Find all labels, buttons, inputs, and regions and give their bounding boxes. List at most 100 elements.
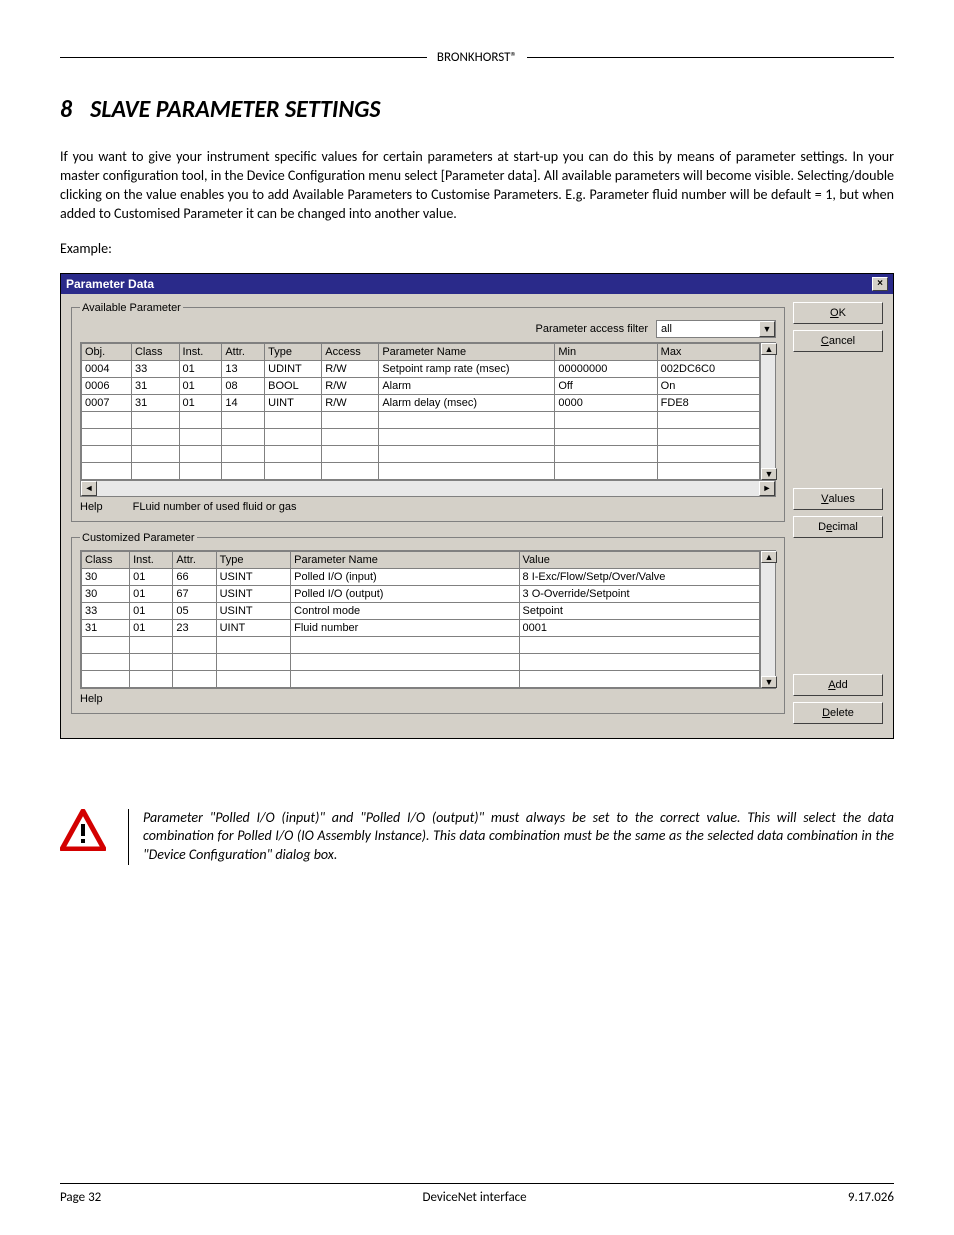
column-header[interactable]: Obj.	[82, 343, 132, 360]
cell[interactable]: 00000000	[555, 360, 657, 377]
cell[interactable]: Setpoint	[519, 602, 759, 619]
filter-combo[interactable]: all ▼	[656, 320, 776, 338]
dialog-titlebar[interactable]: Parameter Data ×	[61, 274, 893, 294]
cell[interactable]: USINT	[216, 602, 291, 619]
cell[interactable]: Control mode	[291, 602, 519, 619]
cell[interactable]: 23	[173, 619, 216, 636]
add-button[interactable]: Add	[793, 674, 883, 696]
cell[interactable]: 33	[131, 360, 179, 377]
cell[interactable]: 30	[82, 585, 130, 602]
cell[interactable]: 01	[179, 360, 222, 377]
table-row[interactable]: 300167USINTPolled I/O (output)3 O-Overri…	[82, 585, 760, 602]
table-row[interactable]: 300166USINTPolled I/O (input)8 I-Exc/Flo…	[82, 568, 760, 585]
cell[interactable]: USINT	[216, 585, 291, 602]
cell[interactable]: UINT	[216, 619, 291, 636]
cell[interactable]: 31	[131, 394, 179, 411]
cell[interactable]: 3 O-Override/Setpoint	[519, 585, 759, 602]
cell[interactable]: 01	[130, 568, 173, 585]
available-hscroll[interactable]: ◄ ►	[80, 481, 776, 497]
table-row[interactable]: 0006310108BOOLR/WAlarmOffOn	[82, 377, 760, 394]
cell[interactable]: 002DC6C0	[657, 360, 759, 377]
scroll-up-icon[interactable]: ▲	[761, 343, 777, 355]
cell[interactable]: USINT	[216, 568, 291, 585]
cell[interactable]: 01	[130, 585, 173, 602]
scroll-left-icon[interactable]: ◄	[81, 481, 97, 496]
cell[interactable]: FDE8	[657, 394, 759, 411]
column-header[interactable]: Max	[657, 343, 759, 360]
cell[interactable]: Setpoint ramp rate (msec)	[379, 360, 555, 377]
chapter-title: 8 SLAVE PARAMETER SETTINGS	[60, 95, 894, 124]
cell[interactable]: 01	[179, 377, 222, 394]
filter-label: Parameter access filter	[536, 323, 648, 335]
cell[interactable]: Alarm	[379, 377, 555, 394]
column-header[interactable]: Attr.	[173, 551, 216, 568]
cell[interactable]: 67	[173, 585, 216, 602]
cancel-button[interactable]: Cancel	[793, 330, 883, 352]
table-row[interactable]: 0007310114UINTR/WAlarm delay (msec)0000F…	[82, 394, 760, 411]
column-header[interactable]: Type	[265, 343, 322, 360]
cell[interactable]: Polled I/O (input)	[291, 568, 519, 585]
cell[interactable]: Off	[555, 377, 657, 394]
cell[interactable]: Alarm delay (msec)	[379, 394, 555, 411]
warning-icon	[60, 809, 106, 856]
footer-doc: 9.17.026	[848, 1190, 894, 1205]
cell[interactable]: 31	[131, 377, 179, 394]
cell[interactable]: 8 I-Exc/Flow/Setp/Over/Valve	[519, 568, 759, 585]
column-header[interactable]: Class	[82, 551, 130, 568]
table-row[interactable]: 330105USINTControl modeSetpoint	[82, 602, 760, 619]
cell[interactable]: R/W	[322, 360, 379, 377]
column-header[interactable]: Attr.	[222, 343, 265, 360]
cell[interactable]: 05	[173, 602, 216, 619]
cell[interactable]: R/W	[322, 377, 379, 394]
cell[interactable]: 0000	[555, 394, 657, 411]
chevron-down-icon[interactable]: ▼	[759, 321, 775, 337]
customized-table[interactable]: ClassInst.Attr.TypeParameter NameValue30…	[80, 550, 760, 689]
values-button[interactable]: Values	[793, 488, 883, 510]
cell[interactable]: BOOL	[265, 377, 322, 394]
cell[interactable]: Polled I/O (output)	[291, 585, 519, 602]
cell[interactable]: 30	[82, 568, 130, 585]
scroll-down-icon[interactable]: ▼	[761, 676, 777, 688]
customized-vscroll[interactable]: ▲ ▼	[760, 550, 776, 689]
cell[interactable]: 66	[173, 568, 216, 585]
cell[interactable]: On	[657, 377, 759, 394]
scroll-up-icon[interactable]: ▲	[761, 551, 777, 563]
cell[interactable]: 0006	[82, 377, 132, 394]
cell[interactable]: R/W	[322, 394, 379, 411]
scroll-right-icon[interactable]: ►	[759, 481, 775, 496]
column-header[interactable]: Class	[131, 343, 179, 360]
cell[interactable]: UDINT	[265, 360, 322, 377]
cell[interactable]: 0001	[519, 619, 759, 636]
decimal-button[interactable]: Decimal	[793, 516, 883, 538]
available-vscroll[interactable]: ▲ ▼	[760, 342, 776, 481]
cell[interactable]: 01	[130, 602, 173, 619]
cell[interactable]: 01	[179, 394, 222, 411]
cell[interactable]: 31	[82, 619, 130, 636]
column-header[interactable]: Inst.	[130, 551, 173, 568]
column-header[interactable]: Access	[322, 343, 379, 360]
column-header[interactable]: Type	[216, 551, 291, 568]
available-table[interactable]: Obj.ClassInst.Attr.TypeAccessParameter N…	[80, 342, 760, 481]
delete-button[interactable]: Delete	[793, 702, 883, 724]
scroll-down-icon[interactable]: ▼	[761, 468, 777, 480]
column-header[interactable]: Inst.	[179, 343, 222, 360]
cell[interactable]: 33	[82, 602, 130, 619]
cell[interactable]: 08	[222, 377, 265, 394]
column-header[interactable]: Min	[555, 343, 657, 360]
cell[interactable]: 13	[222, 360, 265, 377]
ok-button[interactable]: OK	[793, 302, 883, 324]
cell[interactable]: 14	[222, 394, 265, 411]
column-header[interactable]: Value	[519, 551, 759, 568]
column-header[interactable]: Parameter Name	[379, 343, 555, 360]
close-icon[interactable]: ×	[872, 277, 888, 291]
cell[interactable]: UINT	[265, 394, 322, 411]
cell[interactable]: 01	[130, 619, 173, 636]
cell[interactable]: 0004	[82, 360, 132, 377]
column-header[interactable]: Parameter Name	[291, 551, 519, 568]
cell[interactable]: 0007	[82, 394, 132, 411]
table-row[interactable]: 0004330113UDINTR/WSetpoint ramp rate (ms…	[82, 360, 760, 377]
footer-center: DeviceNet interface	[423, 1190, 527, 1205]
parameter-data-dialog: Parameter Data × Available Parameter Par…	[60, 273, 894, 739]
table-row[interactable]: 310123UINTFluid number0001	[82, 619, 760, 636]
cell[interactable]: Fluid number	[291, 619, 519, 636]
